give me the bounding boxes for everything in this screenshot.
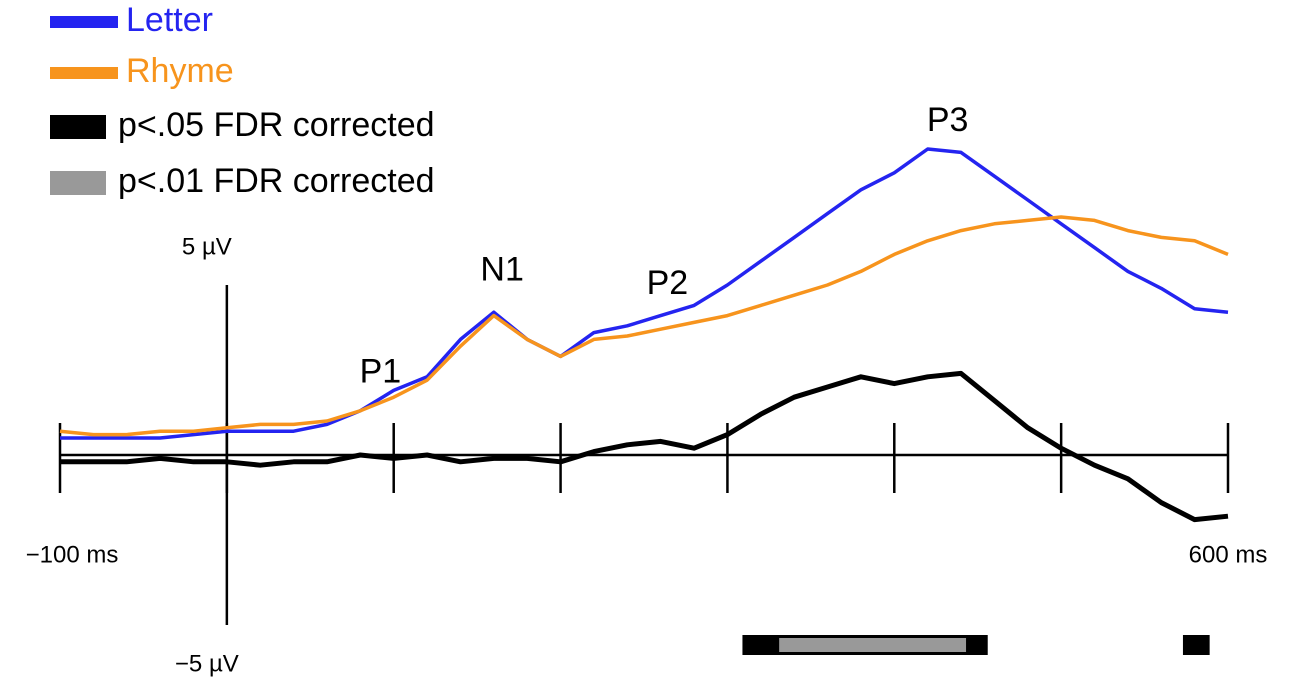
y-tick-label: 5 µV: [182, 233, 232, 260]
peak-label: P1: [360, 352, 402, 390]
legend-label: p<.01 FDR corrected: [118, 162, 435, 200]
legend-swatch: [50, 67, 118, 79]
y-tick-label: −5 µV: [175, 650, 239, 677]
peak-label: N1: [480, 250, 523, 288]
peak-label: P2: [647, 264, 689, 302]
peak-label: P3: [927, 101, 969, 139]
legend-label: p<.05 FDR corrected: [118, 106, 435, 144]
series-line: [60, 147, 1229, 440]
x-tick-label: 600 ms: [1189, 541, 1268, 568]
legend-swatch: [50, 16, 118, 28]
legend-label: Letter: [126, 1, 213, 39]
significance-bar: [1182, 635, 1210, 655]
x-tick-label: −100 ms: [26, 541, 119, 568]
legend-swatch: [50, 171, 106, 195]
legend-swatch: [50, 115, 106, 139]
legend-label: Rhyme: [126, 52, 234, 90]
series-line: [60, 370, 1229, 523]
series-line: [59, 215, 1229, 437]
significance-bar: [779, 638, 967, 652]
